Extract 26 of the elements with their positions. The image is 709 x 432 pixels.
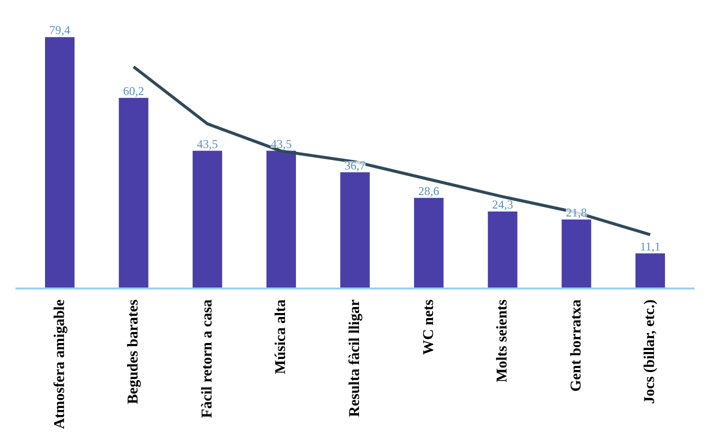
bar <box>340 172 370 288</box>
bar <box>266 150 296 288</box>
data-label: 28,6 <box>418 184 440 198</box>
data-label: 24,3 <box>492 198 514 212</box>
bar <box>118 98 148 288</box>
data-label: 43,5 <box>196 136 218 151</box>
x-tick-label: Gent borratxa <box>568 299 584 392</box>
bar <box>45 37 75 288</box>
x-tick-label: Resulta fàcil lligar <box>347 299 363 417</box>
x-tick-label: Atmosfera amigable <box>52 299 68 430</box>
x-tick-label: WC nets <box>420 299 437 355</box>
x-tick-label: Molts seients <box>494 299 511 382</box>
data-label: 60,2 <box>123 84 144 98</box>
bar <box>192 150 222 288</box>
data-label: 79,4 <box>49 23 70 38</box>
bar <box>562 219 592 288</box>
bar <box>488 212 518 288</box>
bar <box>635 253 665 288</box>
data-label: 11,1 <box>640 239 661 254</box>
x-tick-label: Jocs (billar, etc.) <box>642 299 658 404</box>
x-tick-label: Fàcil retorn a casa <box>199 299 216 418</box>
x-tick-label: Begudes barates <box>126 299 142 404</box>
x-tick-label: Música alta <box>273 299 290 374</box>
data-label: 36,7 <box>344 158 366 172</box>
bar <box>414 198 444 288</box>
data-label: 43,5 <box>270 136 292 151</box>
